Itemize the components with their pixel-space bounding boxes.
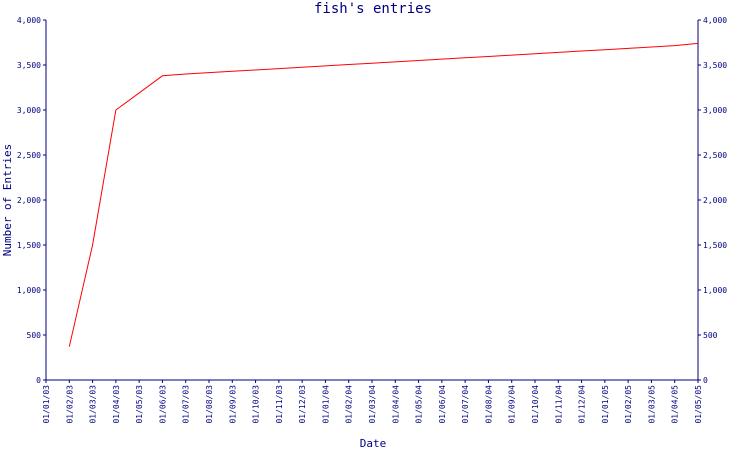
x-tick-label: 01/03/03	[89, 385, 98, 424]
y-tick-label-right: 2,500	[703, 151, 727, 160]
x-tick-label: 01/12/04	[578, 385, 587, 424]
x-tick-label: 01/06/04	[438, 385, 447, 424]
y-tick-label-right: 500	[703, 331, 718, 340]
y-tick-label-right: 1,000	[703, 286, 727, 295]
x-tick-label: 01/02/04	[345, 385, 354, 424]
y-tick-label-left: 500	[27, 331, 42, 340]
x-tick-label: 01/09/04	[508, 385, 517, 424]
x-tick-label: 01/04/03	[112, 385, 121, 424]
y-tick-label-right: 3,000	[703, 106, 727, 115]
y-tick-label-left: 0	[36, 376, 41, 385]
y-tick-label-right: 0	[703, 376, 708, 385]
x-axis-label: Date	[360, 437, 387, 450]
x-tick-label: 01/07/04	[461, 385, 470, 424]
x-tick-label: 01/01/05	[601, 385, 610, 424]
x-tick-label: 01/09/03	[228, 385, 237, 424]
y-axis-left: 0 500 1,000 1,500 2,000 2,500 3,000 3,500 4,000	[17, 16, 46, 385]
x-tick-label: 01/12/03	[298, 385, 307, 424]
y-tick-label-left: 3,500	[17, 61, 41, 70]
y-tick-label-left: 4,000	[17, 16, 41, 25]
y-tick-label-left: 2,000	[17, 196, 41, 205]
y-tick-label-left: 2,500	[17, 151, 41, 160]
x-tick-label: 01/05/03	[135, 385, 144, 424]
x-tick-label: 01/11/03	[275, 385, 284, 424]
x-tick-label: 01/04/05	[671, 385, 680, 424]
series-line	[68, 42, 699, 347]
y-tick-label-left: 1,500	[17, 241, 41, 250]
x-tick-label: 01/04/04	[391, 385, 400, 424]
y-axis-label: Number of Entries	[1, 144, 14, 257]
y-axis-right: 0 500 1,000 1,500 2,000 2,500 3,000 3,500 4,000	[698, 16, 727, 385]
x-tick-label: 01/02/03	[65, 385, 74, 424]
y-tick-label-left: 3,000	[17, 106, 41, 115]
x-tick-label: 01/11/04	[554, 385, 563, 424]
y-tick-label-right: 2,000	[703, 196, 727, 205]
y-tick-label-right: 1,500	[703, 241, 727, 250]
x-tick-label: 01/02/05	[624, 385, 633, 424]
x-tick-label: 01/05/05	[694, 385, 703, 424]
y-tick-label-left: 1,000	[17, 286, 41, 295]
x-tick-label: 01/05/04	[415, 385, 424, 424]
x-tick-label: 01/10/03	[252, 385, 261, 424]
x-tick-label: 01/01/04	[321, 385, 330, 424]
x-tick-label: 01/10/04	[531, 385, 540, 424]
x-tick-label: 01/07/03	[182, 385, 191, 424]
x-tick-label: 01/03/04	[368, 385, 377, 424]
x-tick-label: 01/06/03	[158, 385, 167, 424]
x-tick-label: 01/03/05	[647, 385, 656, 424]
x-tick-label: 01/01/03	[42, 385, 51, 424]
series-group	[68, 42, 699, 347]
y-tick-label-right: 4,000	[703, 16, 727, 25]
axes	[45, 20, 699, 381]
chart-title: fish's entries	[314, 1, 432, 17]
x-axis: 01/01/03 01/02/03 01/03/03 01/04/03 01/05/03…	[42, 380, 703, 424]
x-tick-label: 01/08/04	[484, 385, 493, 424]
y-tick-label-right: 3,500	[703, 61, 727, 70]
x-tick-label: 01/08/03	[205, 385, 214, 424]
